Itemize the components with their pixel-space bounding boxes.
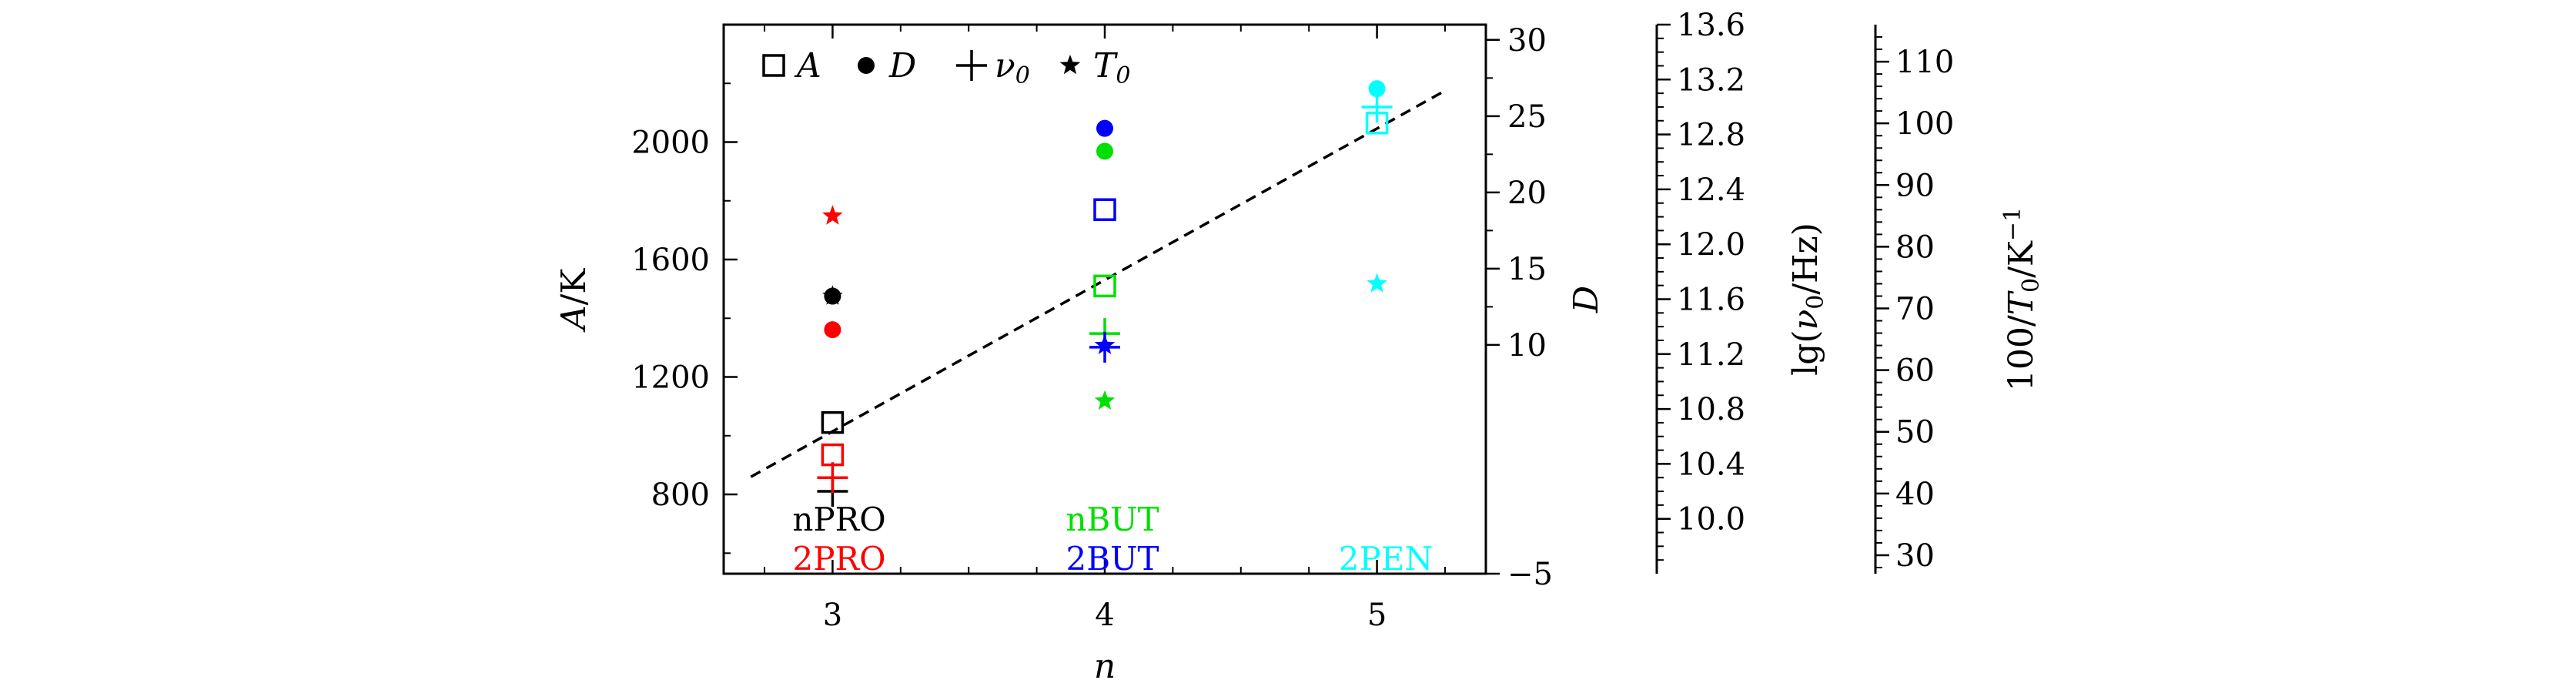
- data-point-d-circle: [824, 287, 841, 305]
- data-point-d-circle: [1368, 80, 1386, 98]
- legend-marker-circle: [858, 57, 875, 74]
- data-point-t0-star: [822, 205, 843, 225]
- lgnu-tick-label: 12.0: [1677, 227, 1745, 263]
- data-point-a-square: [1093, 274, 1116, 298]
- x-axis-title: n: [1094, 647, 1116, 686]
- data-point-t0-star: [1094, 390, 1116, 410]
- x-tick-label: 3: [823, 598, 842, 633]
- invt-tick-label: 80: [1895, 229, 1935, 265]
- group-label-2but: 2BUT: [1066, 540, 1159, 578]
- a-axis-title: A/K: [554, 268, 594, 333]
- d-tick-label: 25: [1507, 99, 1547, 135]
- d-tick-label: 20: [1507, 176, 1547, 211]
- group-label-nbut: nBUT: [1066, 501, 1159, 538]
- x-tick-label: 5: [1367, 598, 1387, 633]
- lgnu-tick-label: 11.2: [1677, 337, 1745, 373]
- lgnu-tick-label: 11.6: [1677, 283, 1745, 318]
- a-tick-label: 1600: [631, 243, 710, 278]
- legend-marker-plus: [956, 50, 987, 81]
- a-tick-label: 800: [651, 477, 710, 513]
- data-point-d-circle: [1096, 119, 1113, 137]
- fit-line: [750, 89, 1446, 478]
- legend-label-a: A: [794, 46, 821, 85]
- data-point-a-square: [821, 410, 845, 434]
- legend-marker-star: [1059, 55, 1081, 75]
- d-tick-label: 10: [1507, 328, 1547, 363]
- a-tick-label: 1200: [631, 360, 710, 396]
- data-point-d-circle: [824, 321, 841, 339]
- legend-marker-square: [762, 54, 785, 77]
- data-point-a-square: [821, 443, 845, 467]
- data-point-nu0-plus: [1089, 331, 1120, 363]
- legend-label-nu0: ν0: [995, 46, 1030, 89]
- lgnu-tick-label: 10.4: [1677, 447, 1745, 482]
- d-axis-title: D: [1567, 286, 1606, 313]
- invt-tick-label: 40: [1895, 477, 1935, 512]
- d-tick-label: −5: [1507, 557, 1553, 592]
- invt-tick-label: 110: [1895, 45, 1954, 80]
- data-point-a-square: [1093, 198, 1116, 221]
- d-tick-label: 15: [1507, 252, 1547, 287]
- lgnu-tick-label: 12.8: [1677, 118, 1745, 153]
- lgnu-tick-label: 13.6: [1677, 8, 1745, 43]
- legend-label-t0: T0: [1093, 46, 1130, 89]
- data-point-a-square: [1365, 111, 1389, 135]
- lgnu-tick-label: 10.0: [1677, 502, 1745, 538]
- group-label-npro: nPRO: [792, 501, 885, 538]
- invt-tick-label: 30: [1895, 538, 1935, 574]
- data-point-d-circle: [1096, 142, 1113, 160]
- lgnu-tick-label: 12.4: [1677, 172, 1745, 208]
- x-tick-label: 4: [1095, 598, 1114, 633]
- d-tick-label: 30: [1507, 23, 1547, 59]
- legend-label-d: D: [888, 46, 916, 85]
- group-label-2pro: 2PRO: [792, 540, 885, 578]
- invt-tick-label: 60: [1895, 353, 1935, 389]
- lgnu-axis-title: lg(ν0/Hz): [1786, 223, 1829, 376]
- invt-tick-label: 100: [1895, 106, 1954, 142]
- invt-tick-label: 50: [1895, 415, 1935, 451]
- lgnu-tick-label: 13.2: [1677, 62, 1745, 98]
- a-tick-label: 2000: [631, 126, 710, 161]
- invt-tick-label: 90: [1895, 168, 1935, 203]
- group-label-2pen: 2PEN: [1339, 540, 1433, 578]
- invt-axis-title: 100/T0/K−1: [1999, 207, 2045, 391]
- invt-tick-label: 70: [1895, 292, 1935, 327]
- data-point-nu0-plus: [817, 462, 848, 494]
- lgnu-tick-label: 10.8: [1677, 392, 1745, 427]
- data-point-t0-star: [1367, 273, 1387, 293]
